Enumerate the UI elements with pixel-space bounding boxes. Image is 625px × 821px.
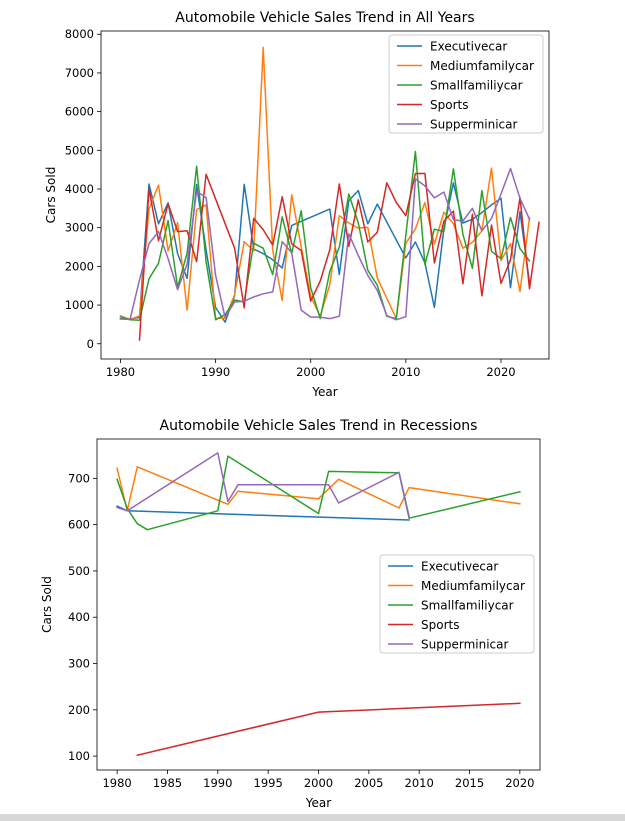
y-tick-label: 5000	[65, 143, 94, 157]
legend-entry: Supperminicar	[430, 118, 517, 132]
y-tick-label: 500	[68, 564, 90, 578]
x-tick-label: 2020	[505, 776, 534, 790]
legend-entry: Smallfamiliycar	[421, 599, 514, 613]
y-axis-label: Cars Sold	[44, 167, 58, 224]
series-line-supperminicar	[116, 452, 410, 518]
x-tick-label: 1990	[201, 365, 230, 379]
x-tick-label: 2010	[391, 365, 420, 379]
series-line-sports	[138, 172, 540, 341]
x-tick-label: 1980	[106, 365, 135, 379]
y-tick-label: 8000	[65, 27, 94, 41]
x-tick-label: 2020	[486, 365, 515, 379]
x-tick-label: 2015	[455, 776, 484, 790]
legend-entry: Executivecar	[421, 560, 498, 574]
y-tick-label: 4000	[65, 182, 94, 196]
y-tick-label: 400	[68, 610, 90, 624]
x-tick-label: 1985	[153, 776, 182, 790]
x-tick-label: 1995	[254, 776, 283, 790]
x-axis-label: Year	[305, 796, 331, 810]
y-tick-label: 700	[68, 471, 90, 485]
legend-entry: Mediumfamilycar	[421, 579, 525, 593]
legend-box	[379, 554, 535, 654]
y-tick-label: 3000	[65, 221, 94, 235]
series-line-supperminicar	[119, 167, 531, 321]
series-line-smallfamiliycar	[119, 150, 531, 321]
legend-entry: Executivecar	[430, 40, 507, 54]
series-line-mediumfamilycar	[116, 466, 521, 512]
series-line-executivecar	[119, 182, 531, 323]
y-tick-label: 300	[68, 657, 90, 671]
plot-lines	[119, 46, 540, 341]
x-tick-label: 2000	[304, 776, 333, 790]
y-tick-label: 0	[87, 337, 94, 351]
x-tick-label: 2005	[354, 776, 383, 790]
chart-recessions: 1980 1985 1990 1995 2000 2005 2010 2015 2020 100 2…	[40, 418, 541, 810]
plot-lines	[116, 452, 521, 757]
legend-entry: Sports	[430, 98, 468, 112]
series-line-smallfamiliycar	[116, 455, 521, 531]
x-axis-label: Year	[311, 385, 337, 399]
y-tick-label: 1000	[65, 298, 94, 312]
y-tick-label: 200	[68, 703, 90, 717]
y-axis-label: Cars Sold	[40, 576, 54, 633]
x-tick-label: 1980	[102, 776, 131, 790]
legend-entry: Smallfamiliycar	[430, 79, 523, 93]
y-tick-label: 7000	[65, 66, 94, 80]
legend: Executivecar Mediumfamilycar Smallfamiliyc…	[379, 554, 535, 654]
legend-entry: Sports	[421, 618, 459, 632]
x-tick-label: 2010	[405, 776, 434, 790]
series-line-executivecar	[116, 505, 410, 521]
y-tick-label: 100	[68, 749, 90, 763]
legend-entry: Supperminicar	[421, 638, 508, 652]
y-tick-label: 6000	[65, 105, 94, 119]
legend-entry: Mediumfamilycar	[430, 59, 534, 73]
x-tick-label: 2000	[296, 365, 325, 379]
series-line-sports	[136, 702, 521, 757]
plot-frame	[100, 30, 550, 360]
chart-all-years: 1980 1990 2000 2010 2020 0 1000 2000 3000 4000 500…	[44, 10, 550, 399]
chart-title: Automobile Vehicle Sales Trend in All Ye…	[175, 10, 474, 26]
bottom-scroll-strip	[0, 814, 625, 821]
legend: Executivecar Mediumfamilycar Smallfamiliyc…	[388, 34, 544, 134]
y-tick-label: 2000	[65, 259, 94, 273]
legend-box	[388, 34, 544, 134]
chart-title: Automobile Vehicle Sales Trend in Recess…	[160, 418, 478, 434]
x-tick-label: 1990	[203, 776, 232, 790]
y-tick-label: 600	[68, 518, 90, 532]
